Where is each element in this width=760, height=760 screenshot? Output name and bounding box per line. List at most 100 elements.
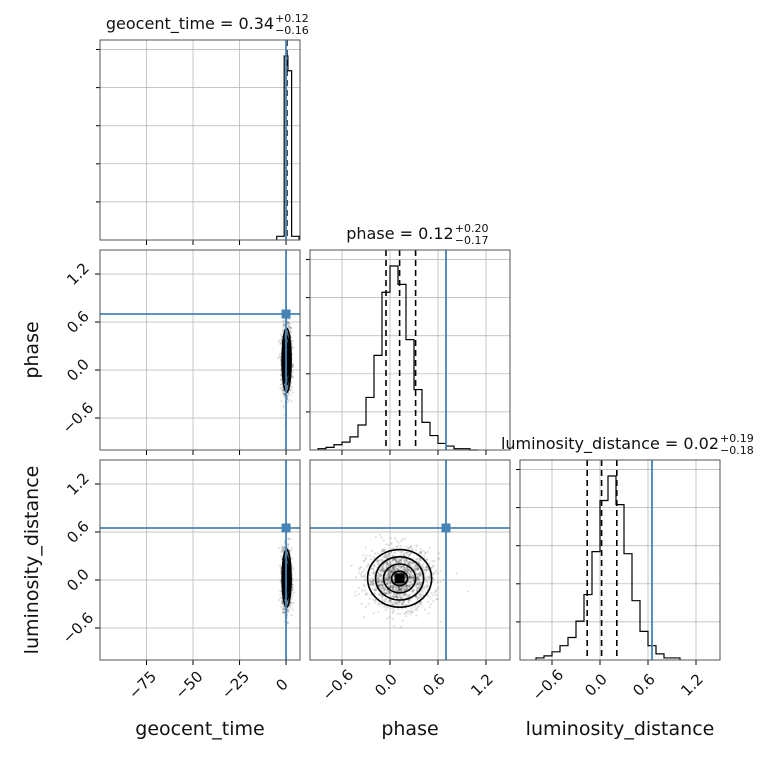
sample-point: [371, 577, 374, 580]
sample-point: [409, 585, 412, 588]
sample-point: [419, 559, 422, 562]
sample-point: [418, 578, 421, 582]
sample-point: [399, 565, 403, 568]
sample-point: [416, 583, 419, 586]
sample-point: [396, 596, 399, 599]
sample-point: [399, 544, 402, 547]
sample-point: [395, 586, 398, 589]
sample-point: [410, 584, 413, 587]
sample-point: [369, 580, 372, 583]
sample-point: [427, 584, 430, 588]
title-plus-phase: +0.20: [455, 222, 489, 235]
sample-point: [402, 567, 405, 570]
sample-point: [389, 573, 392, 577]
sample-point: [360, 566, 363, 569]
sample-point: [405, 584, 408, 587]
sample-point: [387, 569, 390, 572]
sample-point: [392, 584, 395, 588]
sample-point: [385, 543, 388, 546]
histogram-geocent_time: [276, 55, 300, 240]
sample-point: [407, 595, 410, 598]
sample-point: [387, 544, 390, 547]
sample-point: [406, 568, 409, 571]
sample-point: [383, 588, 386, 591]
sample-point: [369, 583, 372, 586]
sample-point: [279, 590, 282, 593]
sample-point: [409, 570, 412, 573]
sample-point: [399, 588, 402, 591]
sample-point: [383, 605, 386, 609]
sample-point: [404, 611, 408, 614]
sample-point: [400, 565, 403, 569]
sample-point: [388, 569, 391, 572]
sample-point: [397, 558, 400, 561]
sample-point: [283, 394, 286, 397]
sample-point: [288, 325, 291, 328]
sample-point: [409, 577, 412, 580]
sample-point: [406, 562, 409, 565]
sample-point: [400, 557, 403, 560]
sample-point: [381, 567, 384, 571]
truth-marker: [281, 523, 291, 533]
sample-point: [389, 595, 392, 598]
sample-point: [391, 567, 394, 570]
sample-point: [390, 562, 393, 565]
sample-point: [419, 573, 422, 576]
sample-point: [290, 327, 293, 330]
sample-point: [403, 569, 406, 572]
sample-point: [420, 589, 423, 592]
sample-point: [289, 603, 292, 607]
sample-point: [376, 577, 379, 581]
sample-point: [288, 399, 291, 402]
sample-point: [416, 567, 419, 570]
sample-point: [411, 590, 414, 593]
sample-point: [357, 593, 360, 596]
sample-point: [393, 600, 396, 604]
sample-point: [278, 338, 281, 342]
sample-point: [408, 584, 411, 587]
sample-point: [415, 557, 418, 561]
sample-point: [387, 571, 390, 574]
y-tick-label: 1.2: [63, 469, 93, 499]
x-tick-label: 0: [272, 675, 291, 694]
sample-point: [397, 590, 400, 593]
sample-point: [381, 548, 384, 551]
sample-point: [413, 606, 416, 609]
sample-point: [282, 389, 285, 392]
sample-point: [286, 621, 290, 624]
sample-point: [455, 572, 458, 575]
sample-point: [286, 321, 290, 325]
sample-point: [400, 596, 404, 599]
sample-point: [419, 551, 422, 554]
sample-point: [412, 566, 415, 569]
sample-point: [384, 598, 387, 601]
sample-point: [287, 392, 290, 395]
sample-point: [395, 597, 398, 600]
sample-point: [416, 582, 419, 586]
sample-point: [407, 612, 410, 615]
sample-point: [412, 576, 415, 579]
scatter-phase-luminosity_distance: [350, 533, 470, 629]
sample-point: [412, 576, 415, 580]
sample-point: [379, 583, 382, 586]
sample-point: [408, 575, 411, 578]
sample-point: [396, 593, 399, 596]
sample-point: [384, 579, 387, 582]
sample-point: [404, 588, 407, 591]
sample-point: [424, 569, 427, 572]
sample-point: [283, 546, 286, 549]
sample-point: [386, 579, 389, 582]
sample-point: [369, 580, 372, 583]
sample-point: [402, 585, 405, 588]
x-tick-label: 0.0: [371, 670, 401, 700]
sample-point: [291, 585, 294, 589]
sample-point: [378, 578, 381, 581]
sample-point: [374, 599, 377, 602]
sample-point: [385, 578, 388, 581]
sample-point: [418, 557, 422, 561]
sample-point: [394, 595, 397, 598]
sample-point: [405, 587, 408, 590]
sample-point: [390, 571, 393, 574]
sample-point: [426, 550, 429, 553]
sample-point: [371, 582, 374, 585]
